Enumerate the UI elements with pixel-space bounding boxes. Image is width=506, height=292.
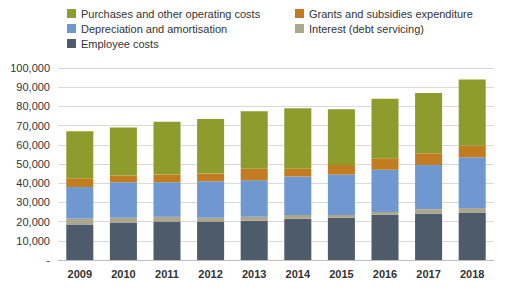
svg-text:2014: 2014 [286,268,311,280]
svg-text:2012: 2012 [198,268,222,280]
svg-text:40,000: 40,000 [16,177,50,189]
svg-text:-: - [46,254,50,266]
svg-text:Purchases and other operating: Purchases and other operating costs [81,8,261,20]
svg-text:2009: 2009 [68,268,92,280]
svg-text:2017: 2017 [416,268,440,280]
svg-text:2013: 2013 [242,268,266,280]
svg-text:90,000: 90,000 [16,81,50,93]
svg-text:Depreciation and amortisation: Depreciation and amortisation [81,23,227,35]
svg-text:80,000: 80,000 [16,100,50,112]
svg-text:20,000: 20,000 [16,216,50,228]
svg-text:60,000: 60,000 [16,139,50,151]
svg-text:10,000: 10,000 [16,235,50,247]
svg-text:2018: 2018 [460,268,484,280]
svg-text:Grants and subsidies expenditu: Grants and subsidies expenditure [309,8,473,20]
svg-text:30,000: 30,000 [16,196,50,208]
svg-text:2015: 2015 [329,268,353,280]
svg-text:Interest (debt servicing): Interest (debt servicing) [309,23,424,35]
svg-text:100,000: 100,000 [10,62,50,74]
svg-text:Employee costs: Employee costs [81,38,159,50]
svg-text:50,000: 50,000 [16,158,50,170]
svg-text:2010: 2010 [111,268,135,280]
svg-text:2016: 2016 [373,268,397,280]
svg-text:70,000: 70,000 [16,120,50,132]
svg-text:2011: 2011 [155,268,179,280]
